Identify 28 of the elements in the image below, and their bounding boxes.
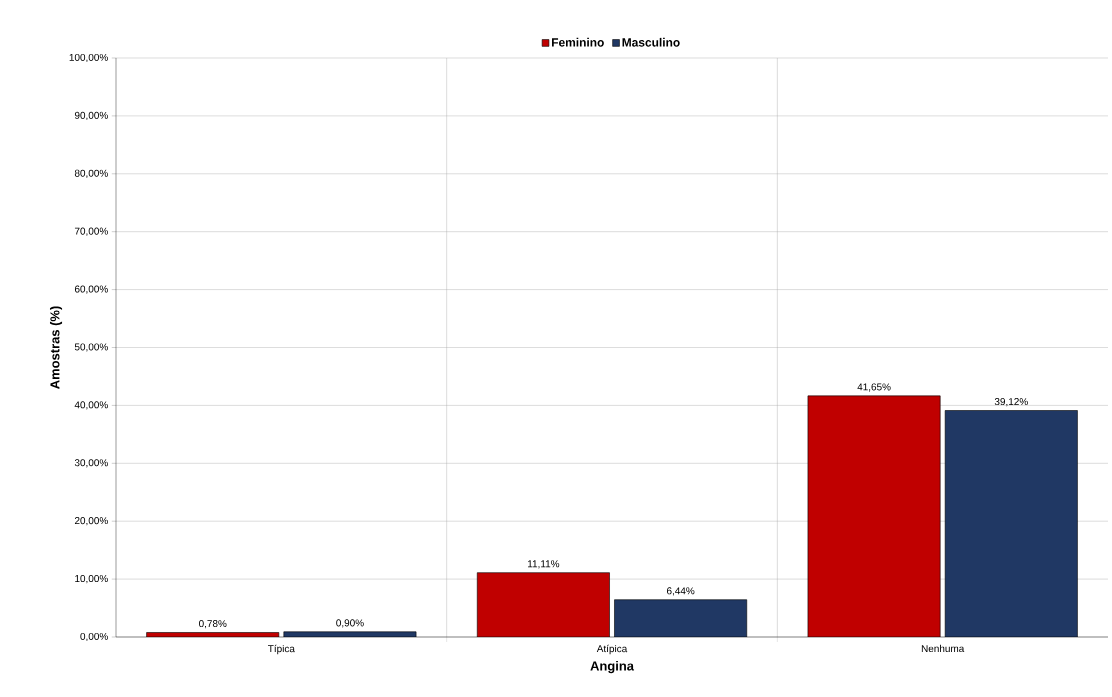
data-label: 0,78% [198, 620, 227, 629]
y-axis-title: Amostras (%) [49, 306, 63, 389]
y-tick-label: 20,00% [74, 517, 108, 526]
bar [944, 410, 1078, 637]
x-tick-label: Nenhuma [921, 644, 965, 653]
y-tick-label: 50,00% [74, 343, 108, 352]
bar [614, 599, 747, 637]
data-label: 39,12% [994, 398, 1028, 407]
bar [477, 572, 610, 637]
y-tick-label: 70,00% [74, 227, 108, 236]
y-tick-label: 10,00% [75, 574, 108, 584]
data-label: 0,90% [336, 619, 364, 628]
y-tick-label: 100,00% [69, 53, 108, 63]
y-tick-label: 90,00% [74, 111, 108, 121]
x-axis-title: Angina [590, 661, 635, 674]
y-tick-label: 0,00% [80, 632, 108, 642]
y-tick-label: 60,00% [74, 285, 108, 294]
legend-label: Masculino [622, 37, 680, 47]
y-tick-label: 30,00% [74, 459, 108, 468]
data-label: 41,65% [857, 383, 891, 392]
y-tick-label: 80,00% [74, 169, 108, 178]
x-tick-label: Típica [267, 644, 295, 655]
y-tick-label: 40,00% [74, 401, 108, 410]
bar [807, 395, 941, 637]
x-tick-label: Atípica [596, 644, 628, 655]
data-label: 6,44% [667, 587, 695, 596]
data-label: 11,11% [528, 560, 560, 569]
legend-label: Feminino [552, 37, 604, 47]
